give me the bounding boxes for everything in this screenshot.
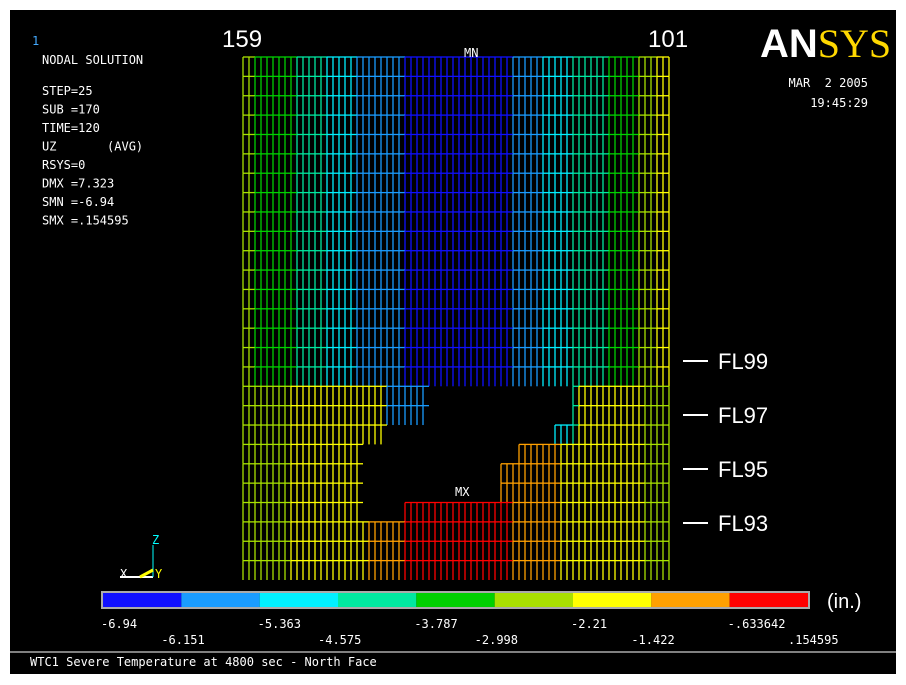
floor-label: FL99 [718, 349, 768, 374]
legend-label: -2.21 [571, 617, 607, 631]
info-line: STEP=25 [42, 84, 93, 98]
mesh [242, 56, 670, 580]
legend-swatch [259, 593, 338, 607]
info-line: SMX =.154595 [42, 214, 129, 228]
min-marker: MN [464, 46, 478, 60]
logo-an: AN [760, 22, 818, 66]
legend-label: -4.575 [318, 633, 361, 647]
info-line: SUB =170 [42, 103, 100, 117]
logo-sys: SYS [818, 21, 891, 66]
right-label: 101 [648, 26, 688, 53]
legend-label: .154595 [788, 633, 839, 647]
triad-y: Y [155, 567, 163, 581]
date: MAR 2 2005 [789, 76, 868, 90]
legend-unit: (in.) [827, 591, 861, 613]
legend-swatch [338, 593, 417, 607]
triad-z: Z [152, 533, 159, 547]
info: STEP=25 SUB =170 TIME=120 UZ (AVG) RSYS=0 DMX… [42, 84, 143, 228]
legend-swatch [573, 593, 652, 607]
legend-swatch [729, 593, 808, 607]
floor-label: FL95 [718, 457, 768, 482]
legend-label: -.633642 [728, 617, 786, 631]
floor-labels: FL99 FL97 FL95 FL93 [683, 349, 768, 536]
info-line: RSYS=0 [42, 158, 85, 172]
legend-label: -6.151 [161, 633, 204, 647]
max-marker: MX [455, 485, 470, 499]
info-line: UZ (AVG) [42, 140, 143, 154]
time: 19:45:29 [810, 96, 868, 110]
info-line: SMN =-6.94 [42, 195, 114, 209]
logo: ANSYS [760, 21, 891, 66]
left-label: 159 [222, 26, 262, 53]
legend-label: -6.94 [101, 617, 137, 631]
info-line: DMX =7.323 [42, 177, 114, 191]
triad-x: X [120, 567, 128, 581]
legend-swatch [416, 593, 495, 607]
caption: WTC1 Severe Temperature at 4800 sec - No… [30, 655, 377, 669]
legend-frame [101, 591, 810, 609]
legend-label: -3.787 [414, 617, 457, 631]
legend: -6.94 -6.151 -5.363 -4.575 -3.787 -2.998 -2.21… [101, 591, 839, 647]
legend-label: -5.363 [258, 617, 301, 631]
title: NODAL SOLUTION [42, 53, 143, 67]
floor-label: FL93 [718, 511, 768, 536]
triad: X Y Z [120, 533, 163, 581]
window-number: 1 [32, 34, 39, 48]
legend-label: -1.422 [631, 633, 674, 647]
legend-label: -2.998 [475, 633, 518, 647]
info-line: TIME=120 [42, 121, 100, 135]
legend-swatch [494, 593, 573, 607]
legend-swatch [103, 593, 182, 607]
floor-label: FL97 [718, 403, 768, 428]
legend-swatch [181, 593, 260, 607]
legend-swatch [651, 593, 730, 607]
